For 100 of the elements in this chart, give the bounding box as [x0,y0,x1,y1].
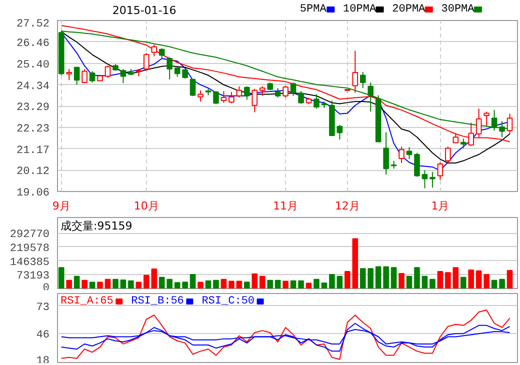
bar [128,280,134,288]
bar [499,278,505,288]
candlestick [484,111,490,127]
bar [220,278,227,288]
bar [460,276,466,288]
candlestick [220,90,227,104]
y-tick-label: 25.40 [16,59,50,72]
y-tick-label: 20.12 [16,166,50,178]
bar [491,280,498,288]
y-tick-label: 219578 [10,242,50,255]
candlestick [151,44,158,57]
bar [414,267,420,288]
candlestick [352,50,358,94]
candlestick [198,90,204,102]
bar [344,270,350,288]
bar [430,278,436,288]
bar [452,267,459,288]
candlestick [74,66,80,86]
bar [290,280,296,288]
candlestick [422,170,428,189]
candlestick [158,48,165,58]
candlestick [236,86,242,98]
bar [321,282,328,288]
candlestick [213,90,219,105]
bar [82,280,88,288]
candlestick [383,132,389,176]
y-tick-label: 46 [36,330,50,342]
bar [314,278,320,288]
bar [198,282,204,288]
candlestick [398,146,404,164]
candlestick [104,65,111,78]
candlestick [360,72,366,89]
bar [298,280,304,288]
bar [476,270,482,288]
candlestick [89,70,96,84]
candlestick [244,86,250,100]
bar [244,282,250,288]
bar [506,270,513,288]
candlestick [506,113,513,134]
y-tick-label: 146385 [10,256,50,269]
candlestick [476,108,482,138]
candlestick [190,78,196,97]
candlestick [336,124,343,140]
chart-title: 2015-01-16 [112,4,176,17]
bar [236,280,242,288]
x-tick-label: 9月 [52,200,70,212]
line-series [60,309,510,360]
bar [182,282,188,288]
x-tick-label: 12月 [334,200,360,212]
legend-label: 30PMA [441,4,475,16]
bar [259,276,266,288]
candlestick [66,68,72,81]
chart-title: 成交量:95159 [60,220,132,232]
candlestick [406,146,412,160]
bar [422,276,428,288]
candlestick [120,68,126,84]
bar [375,266,382,288]
candlestick [314,94,320,110]
candlestick [166,56,172,80]
candlestick [274,88,281,98]
y-tick-label: 292770 [10,229,50,242]
bar [390,267,397,288]
bar [406,276,412,288]
candlestick [82,68,88,84]
candlestick [182,68,188,80]
y-tick-label: 22.23 [16,123,50,136]
y-tick-label: 73193 [16,270,50,283]
bar [398,273,404,288]
x-tick-label: 10月 [134,200,159,212]
legend-label: 20PMA [392,4,426,16]
candlestick [282,85,288,98]
candlestick [445,146,451,164]
y-tick-label: 73 [36,302,50,314]
legend-label: RSI_A:65 [60,296,114,308]
bar [383,266,389,288]
bar [89,282,96,288]
bar [336,276,343,288]
bar [213,280,219,288]
bar [74,276,80,288]
bar [274,280,281,288]
bar [120,279,126,288]
candlestick [259,86,266,96]
bar [282,280,288,288]
legend-label: RSI_B:56 [131,296,184,308]
candlestick [144,52,150,72]
bar [66,280,72,288]
legend-label: 5PMA [300,4,327,16]
bar [252,273,258,288]
bar [306,282,312,288]
candlestick [430,171,436,188]
bar [104,278,111,288]
bar [468,269,474,288]
candlestick [437,162,444,180]
bar [445,272,451,288]
y-tick-label: 26.46 [16,38,50,50]
y-tick-label: 21.17 [16,144,50,157]
candlestick [460,138,466,149]
bar [174,282,180,288]
y-tick-label: 19.06 [16,188,50,200]
y-tick-label: 27.52 [16,18,50,30]
